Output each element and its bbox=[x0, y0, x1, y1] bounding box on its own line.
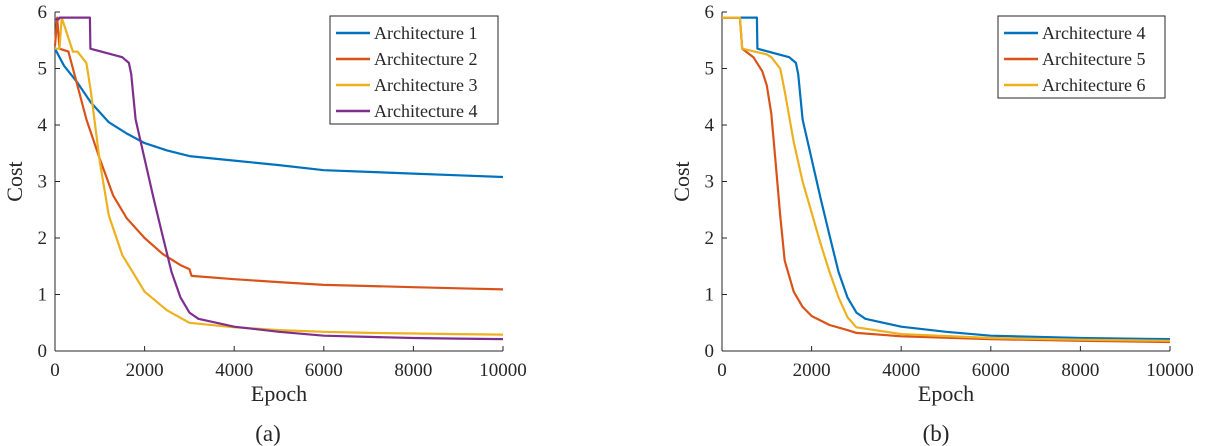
series-line-2 bbox=[53, 16, 504, 291]
chart-panel-2: 0 2000 4000 6000 8000 10000 0 1 2 3 4 5 6 Epoch Cost (b… bbox=[669, 2, 1194, 446]
x-tick-label: 0 bbox=[717, 360, 727, 381]
y-tick-label: 6 bbox=[38, 2, 48, 23]
legend-entry-label: Architecture 3 bbox=[374, 75, 477, 95]
legend: Architecture 4 Architecture 5 Architecture… bbox=[997, 15, 1166, 99]
y-tick-label: 0 bbox=[38, 341, 48, 362]
x-tick-label: 6000 bbox=[305, 360, 343, 381]
chart-panel-1: 0 2000 4000 6000 8000 10000 0 1 2 3 4 5 6 Epoch Cost (a… bbox=[2, 2, 527, 446]
x-tick-label: 4000 bbox=[882, 360, 920, 381]
legend-entry-label: Architecture 5 bbox=[1042, 49, 1145, 69]
x-tick-label: 2000 bbox=[126, 360, 164, 381]
series-line-3 bbox=[55, 16, 504, 336]
legend: Architecture 1 Architecture 2 Architecture… bbox=[329, 15, 499, 125]
x-tick-label: 0 bbox=[50, 360, 60, 381]
legend-entry-label: Architecture 4 bbox=[1042, 23, 1145, 43]
x-tick-label: 8000 bbox=[394, 360, 432, 381]
y-tick-label: 0 bbox=[705, 341, 715, 362]
legend-entry-label: Architecture 6 bbox=[1042, 75, 1145, 95]
panel-caption: (b) bbox=[923, 421, 950, 446]
y-tick-label: 4 bbox=[705, 115, 715, 136]
x-axis-label: Epoch bbox=[918, 381, 974, 406]
y-tick-label: 2 bbox=[38, 228, 48, 249]
x-tick-label: 4000 bbox=[215, 360, 253, 381]
legend-entry-label: Architecture 2 bbox=[374, 49, 477, 69]
y-tick-label: 1 bbox=[705, 285, 715, 306]
series-line-1 bbox=[722, 16, 1171, 341]
y-tick-label: 3 bbox=[38, 172, 48, 193]
y-tick-label: 1 bbox=[38, 285, 48, 306]
series-line-2 bbox=[722, 16, 1171, 344]
legend-entry-label: Architecture 1 bbox=[374, 23, 477, 43]
y-axis-label: Cost bbox=[2, 161, 27, 201]
y-tick-label: 3 bbox=[705, 172, 715, 193]
x-tick-label: 10000 bbox=[1146, 360, 1194, 381]
y-axis-label: Cost bbox=[669, 161, 694, 201]
legend-entry-label: Architecture 4 bbox=[374, 101, 477, 121]
series-line-3 bbox=[722, 16, 1171, 342]
y-tick-label: 2 bbox=[705, 228, 715, 249]
x-tick-label: 8000 bbox=[1061, 360, 1099, 381]
x-axis-label: Epoch bbox=[251, 381, 307, 406]
x-tick-label: 2000 bbox=[793, 360, 831, 381]
x-tick-label: 6000 bbox=[972, 360, 1010, 381]
series-line-1 bbox=[54, 48, 504, 179]
y-tick-label: 5 bbox=[705, 59, 715, 80]
panel-caption: (a) bbox=[255, 421, 281, 446]
x-tick-label: 10000 bbox=[479, 360, 527, 381]
y-tick-label: 4 bbox=[38, 115, 48, 136]
series-line-4 bbox=[55, 16, 504, 341]
legend-box bbox=[329, 15, 499, 125]
y-tick-label: 5 bbox=[38, 59, 48, 80]
y-tick-label: 6 bbox=[705, 2, 715, 23]
